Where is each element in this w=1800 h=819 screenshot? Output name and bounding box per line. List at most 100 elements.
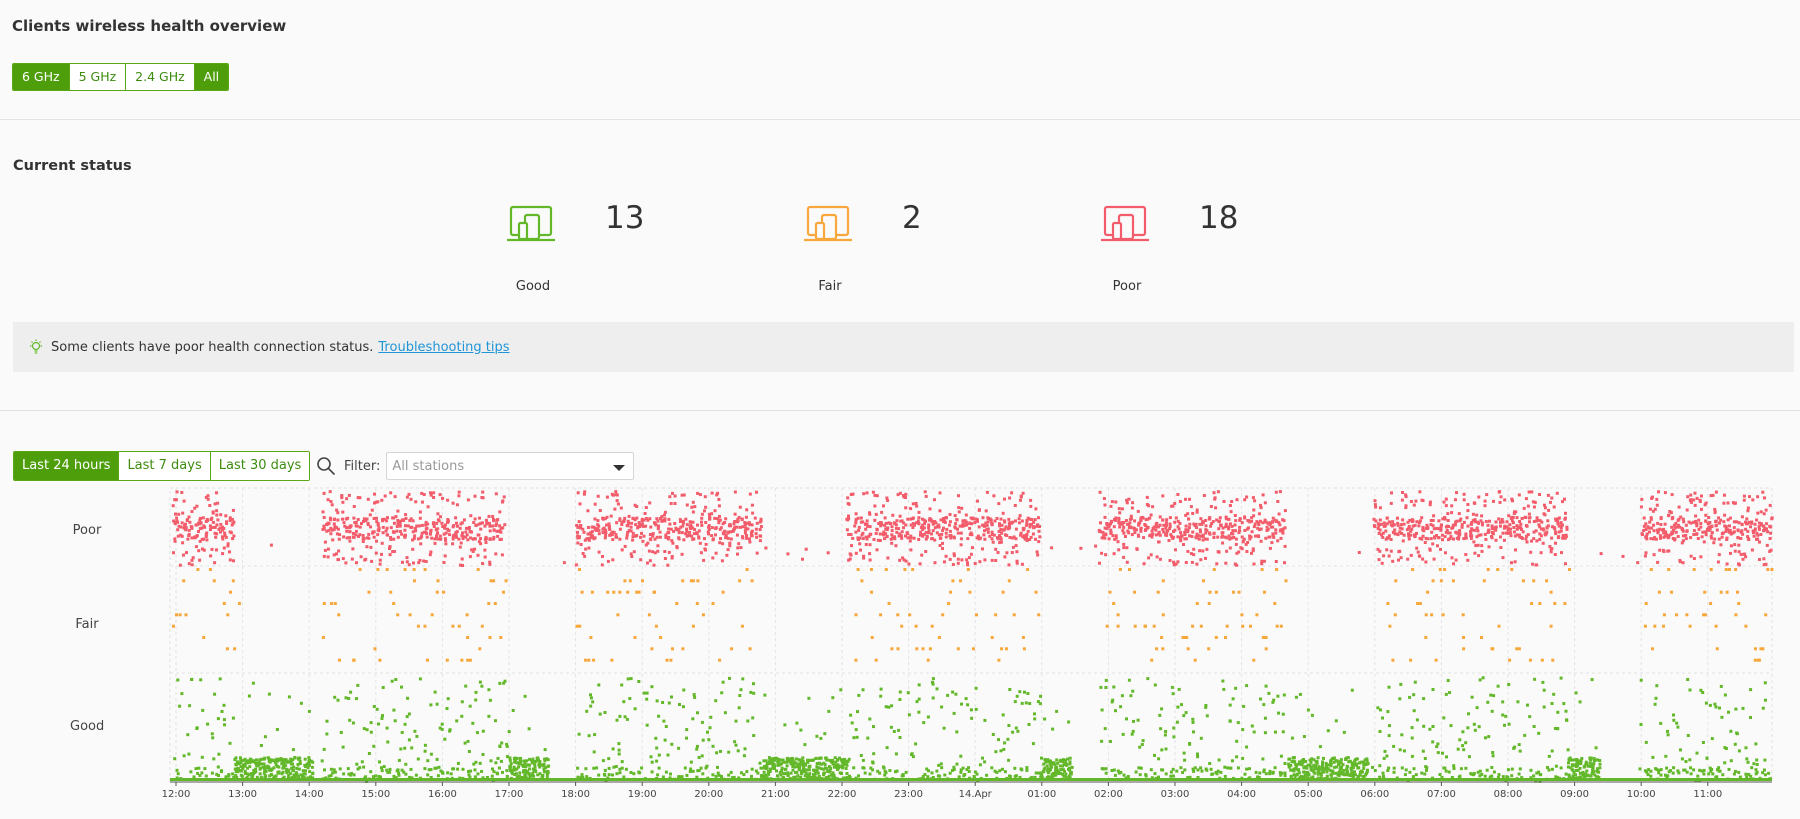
tab-last-7-days[interactable]: Last 7 days — [119, 452, 211, 480]
data-point — [880, 522, 884, 526]
data-point — [1175, 769, 1179, 773]
data-point — [1201, 533, 1205, 537]
data-point — [1197, 537, 1201, 541]
data-point — [1436, 742, 1440, 746]
data-point — [784, 767, 788, 771]
data-point — [496, 534, 500, 538]
data-point — [1176, 535, 1180, 539]
data-point — [1290, 736, 1294, 740]
data-point — [1519, 536, 1523, 539]
tab-all[interactable]: All — [194, 64, 229, 90]
data-point — [1061, 760, 1065, 764]
data-point — [1483, 774, 1487, 778]
data-point — [1061, 764, 1065, 768]
data-point — [446, 771, 450, 775]
data-point — [618, 771, 622, 775]
data-point — [375, 516, 378, 520]
data-point — [1342, 768, 1346, 772]
data-point — [1324, 761, 1328, 765]
data-point — [234, 773, 238, 777]
data-point — [671, 491, 674, 495]
data-point — [645, 723, 649, 727]
data-point — [1751, 529, 1755, 533]
data-point — [924, 550, 928, 553]
data-point — [999, 540, 1003, 544]
data-point — [1268, 772, 1272, 776]
data-point — [719, 537, 722, 541]
tab-last-30-days[interactable]: Last 30 days — [210, 452, 310, 480]
data-point — [1651, 495, 1654, 499]
data-point — [622, 700, 626, 704]
data-point — [1672, 528, 1675, 532]
data-point — [846, 496, 850, 500]
data-point — [232, 534, 236, 538]
data-point — [1055, 758, 1059, 762]
data-point — [226, 542, 230, 546]
data-point — [779, 773, 783, 777]
data-point — [1300, 763, 1304, 767]
data-point — [790, 757, 794, 761]
data-point — [1361, 774, 1365, 778]
tab-last-24-hours[interactable]: Last 24 hours — [14, 452, 120, 480]
data-point — [713, 516, 717, 520]
data-point — [1530, 602, 1534, 605]
data-point — [1059, 768, 1063, 771]
data-point — [1350, 761, 1354, 765]
data-point — [1514, 510, 1518, 514]
data-point — [370, 559, 374, 563]
data-point — [523, 768, 527, 772]
data-point — [1315, 761, 1319, 765]
data-point — [337, 558, 340, 561]
data-point — [1068, 756, 1072, 760]
data-point — [369, 545, 373, 549]
data-point — [1473, 518, 1477, 522]
data-point — [427, 768, 431, 772]
tab-5ghz[interactable]: 5 GHz — [69, 64, 127, 90]
data-point — [851, 492, 855, 496]
station-filter-dropdown[interactable]: All stations — [386, 452, 635, 480]
data-point — [805, 775, 809, 779]
data-point — [646, 561, 649, 565]
data-point — [504, 579, 508, 583]
data-point — [1700, 507, 1703, 511]
data-point — [1161, 613, 1165, 617]
data-point — [872, 538, 876, 541]
data-point — [1732, 520, 1736, 524]
data-point — [1469, 536, 1473, 540]
data-point — [1534, 519, 1538, 523]
data-point — [1126, 775, 1130, 778]
data-point — [311, 776, 315, 780]
data-point — [1438, 773, 1442, 776]
data-point — [451, 542, 455, 546]
data-point — [441, 525, 445, 528]
data-point — [593, 536, 597, 540]
data-point — [178, 563, 182, 567]
data-point — [1199, 736, 1203, 740]
data-point — [931, 529, 935, 533]
data-point — [805, 768, 809, 772]
data-point — [190, 678, 194, 681]
data-point — [725, 553, 729, 557]
data-point — [1549, 624, 1553, 628]
data-point — [332, 553, 336, 557]
data-point — [849, 533, 853, 536]
data-point — [1556, 519, 1559, 523]
data-point — [615, 521, 619, 525]
data-point — [236, 770, 240, 774]
data-point — [889, 522, 893, 526]
data-point — [968, 590, 972, 594]
data-point — [1532, 505, 1536, 509]
data-point — [589, 704, 593, 708]
tab-2-4ghz[interactable]: 2.4 GHz — [126, 64, 195, 90]
data-point — [1164, 521, 1168, 525]
data-point — [1487, 528, 1491, 532]
data-point — [964, 697, 968, 701]
data-point — [1645, 537, 1649, 541]
data-point — [1157, 540, 1161, 544]
data-point — [662, 719, 666, 723]
troubleshooting-link[interactable]: Troubleshooting tips — [378, 339, 510, 355]
tab-6ghz[interactable]: 6 GHz — [13, 64, 70, 90]
data-point — [1201, 520, 1205, 524]
data-point — [479, 527, 483, 531]
data-point — [1345, 773, 1348, 777]
